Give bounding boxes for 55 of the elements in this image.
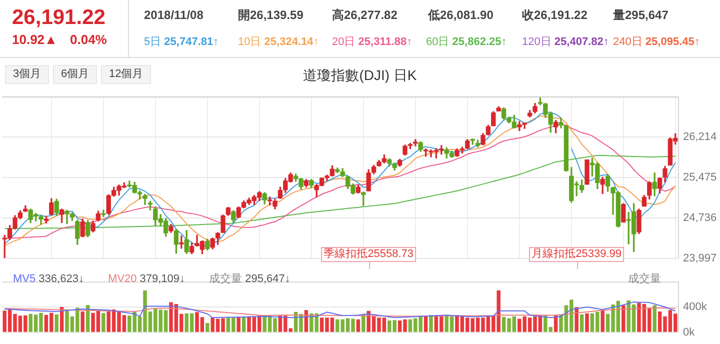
text: 10日 — [238, 36, 262, 48]
y-tick-label: 23,997 — [683, 252, 717, 264]
bar — [424, 316, 428, 332]
bar — [600, 310, 604, 332]
text: 3個月 — [13, 68, 42, 80]
text: 開26,139.59 — [238, 8, 304, 22]
y-tick-label: 25,475 — [683, 172, 717, 184]
text: 60日 — [426, 36, 450, 48]
bar — [622, 305, 626, 332]
bar — [356, 319, 360, 332]
text: 6個月 — [61, 68, 90, 80]
bar — [206, 323, 210, 332]
text: 12個月 — [109, 68, 144, 80]
text: 120日 — [522, 36, 552, 48]
text: 量295,647 — [613, 8, 668, 22]
text: 成交量 — [209, 273, 242, 285]
annotation: 295,647↓ — [244, 273, 290, 285]
bar — [102, 313, 106, 332]
text: 25,095.45↑ — [644, 36, 700, 48]
bar — [574, 307, 578, 332]
y-tick-label: 26,214 — [683, 131, 717, 144]
text: 240日 — [613, 36, 642, 48]
annotation: 月線扣抵25339.99 — [532, 248, 622, 260]
text: MV20 — [108, 273, 137, 285]
text: 低26,081.90 — [428, 8, 494, 22]
text: 25,407.82↑ — [553, 36, 609, 48]
text: 0.04% — [70, 32, 107, 47]
text: 26,191.22 — [12, 6, 106, 29]
y-tick-label: 0k — [683, 326, 696, 338]
bar — [429, 315, 433, 332]
annotation: 成交量 — [628, 273, 661, 285]
bar — [236, 317, 240, 332]
text: 10.92▲ — [12, 32, 58, 47]
text: 2018/11/08 — [144, 8, 204, 22]
text: 5日 — [144, 36, 162, 48]
text: 收26,191.22 — [522, 8, 588, 22]
text: 20日 — [332, 36, 356, 48]
bar — [242, 316, 246, 332]
bar — [80, 311, 84, 332]
bar — [580, 314, 584, 332]
bar — [54, 314, 58, 332]
text: MV5 — [13, 273, 36, 285]
text: 高26,277.82 — [332, 8, 398, 22]
text: 25,862.25↑ — [451, 36, 507, 48]
annotation: 336,623↓ — [38, 273, 84, 285]
chart-title: 道瓊指數(DJI) 日K — [303, 67, 417, 83]
text: 25,311.88↑ — [357, 36, 412, 48]
y-tick-label: 24,736 — [683, 212, 717, 224]
text: 25,324.14↑ — [263, 36, 319, 48]
y-tick-label: 400k — [683, 301, 708, 314]
bar — [585, 313, 589, 332]
bar — [652, 305, 656, 332]
annotation: 379,109↓ — [138, 273, 186, 285]
text: 25,747.81↑ — [163, 36, 219, 48]
annotation: 季線扣抵25558.73 — [324, 248, 414, 260]
